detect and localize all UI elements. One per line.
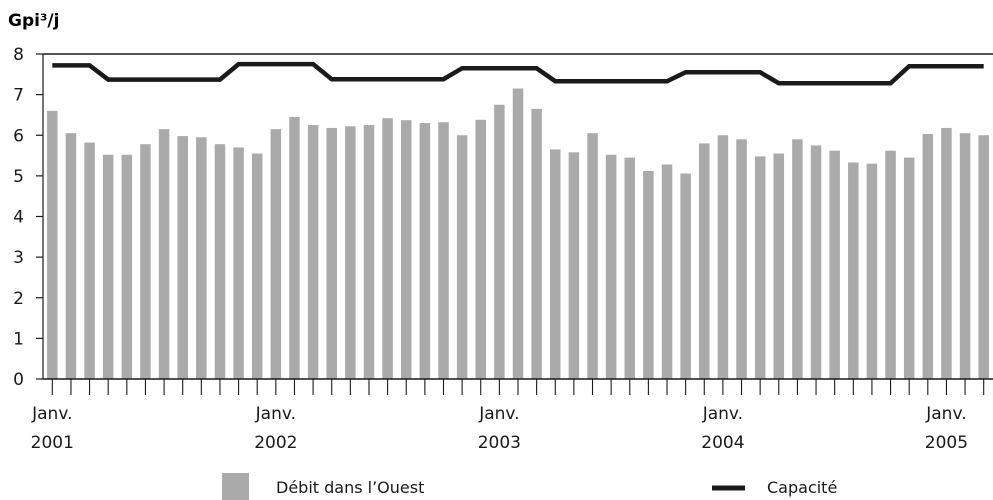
bar-debit	[84, 142, 95, 379]
legend-swatch-debit	[222, 473, 249, 500]
bar-debit	[792, 139, 803, 379]
bar-debit	[848, 162, 859, 379]
x-tick-label-month: Janv.	[702, 404, 743, 424]
x-tick-label-year: 2004	[701, 433, 744, 453]
bar-debit	[270, 129, 282, 379]
bar-debit	[754, 156, 766, 379]
legend-label-capacite: Capacité	[767, 478, 837, 497]
bar-debit	[773, 153, 785, 379]
x-tick-label-month: Janv.	[925, 404, 966, 424]
bar-debit	[475, 119, 486, 379]
bar-debit	[624, 157, 636, 379]
bar-debit	[307, 125, 319, 379]
y-tick-label: 6	[13, 126, 24, 146]
capacity-line	[52, 61, 984, 86]
x-tick-label-year: 2005	[925, 433, 968, 453]
bar-debit	[121, 154, 133, 379]
bar-debit	[65, 133, 77, 379]
bar-debit	[978, 135, 989, 379]
bar-debit	[456, 135, 468, 379]
x-tick-label-month: Janv.	[478, 404, 519, 424]
y-tick-label: 7	[13, 86, 24, 106]
bar-debit	[810, 145, 822, 379]
y-tick-label: 2	[13, 289, 24, 309]
bar-debit	[419, 123, 431, 379]
y-tick-label: 1	[13, 329, 24, 349]
x-tick-label-year: 2002	[254, 433, 297, 453]
bar-debit	[699, 143, 710, 380]
legend-label-debit: Débit dans l’Ouest	[276, 478, 424, 497]
bar-debit	[512, 88, 524, 379]
bar-debit	[661, 164, 673, 379]
bar-debit	[196, 137, 207, 379]
bar-debit	[140, 144, 151, 379]
bar-debit	[326, 127, 337, 379]
line-series-capacite	[52, 61, 984, 86]
x-tick-label-month: Janv.	[255, 404, 296, 424]
bar-debit	[345, 126, 356, 379]
bar-debit	[531, 108, 542, 379]
bar-debit	[494, 104, 505, 379]
bar-debit	[438, 122, 449, 379]
bar-debit	[158, 129, 170, 379]
bar-debit	[251, 153, 263, 379]
y-axis-unit-label: Gpi³/j	[8, 11, 59, 31]
bar-debit	[382, 118, 393, 379]
x-tick-label-month: Janv.	[31, 404, 72, 424]
y-tick-label: 3	[13, 248, 24, 268]
bar-debit	[885, 150, 896, 379]
y-axis: 0 1 2 3 4 5 6 7 8	[13, 45, 44, 390]
bar-debit	[866, 163, 878, 379]
bar-debit	[680, 173, 691, 379]
bar-debit	[717, 135, 729, 379]
bar-debit	[568, 152, 580, 379]
legend: Débit dans l’Ouest Capacité	[222, 473, 837, 500]
bar-debit	[643, 171, 654, 379]
bar-debit	[363, 125, 375, 379]
y-tick-label: 5	[13, 167, 24, 187]
bar-debit	[922, 134, 934, 379]
bar-debit	[605, 154, 617, 379]
x-tick-label-year: 2003	[478, 433, 521, 453]
bar-series-debit	[47, 88, 989, 380]
bar-debit	[47, 110, 58, 380]
x-tick-label-year: 2001	[31, 433, 74, 453]
bar-debit	[941, 127, 952, 379]
y-tick-label: 0	[13, 370, 24, 390]
x-axis: Janv. 2001 Janv. 2002 Janv. 2003 Janv. 2004 Janv…	[31, 379, 985, 453]
bar-debit	[736, 139, 747, 379]
bar-debit	[587, 133, 598, 379]
bar-debit	[214, 144, 226, 379]
bar-debit	[959, 133, 971, 379]
bar-debit	[177, 136, 188, 379]
bar-debit	[550, 149, 561, 379]
bar-debit	[400, 120, 412, 379]
y-tick-label: 4	[13, 208, 24, 228]
bar-debit	[903, 157, 915, 379]
y-tick-label: 8	[13, 45, 24, 65]
bar-debit	[829, 150, 840, 379]
bar-debit	[233, 147, 244, 379]
bar-debit	[102, 154, 114, 379]
bar-debit	[289, 116, 300, 379]
